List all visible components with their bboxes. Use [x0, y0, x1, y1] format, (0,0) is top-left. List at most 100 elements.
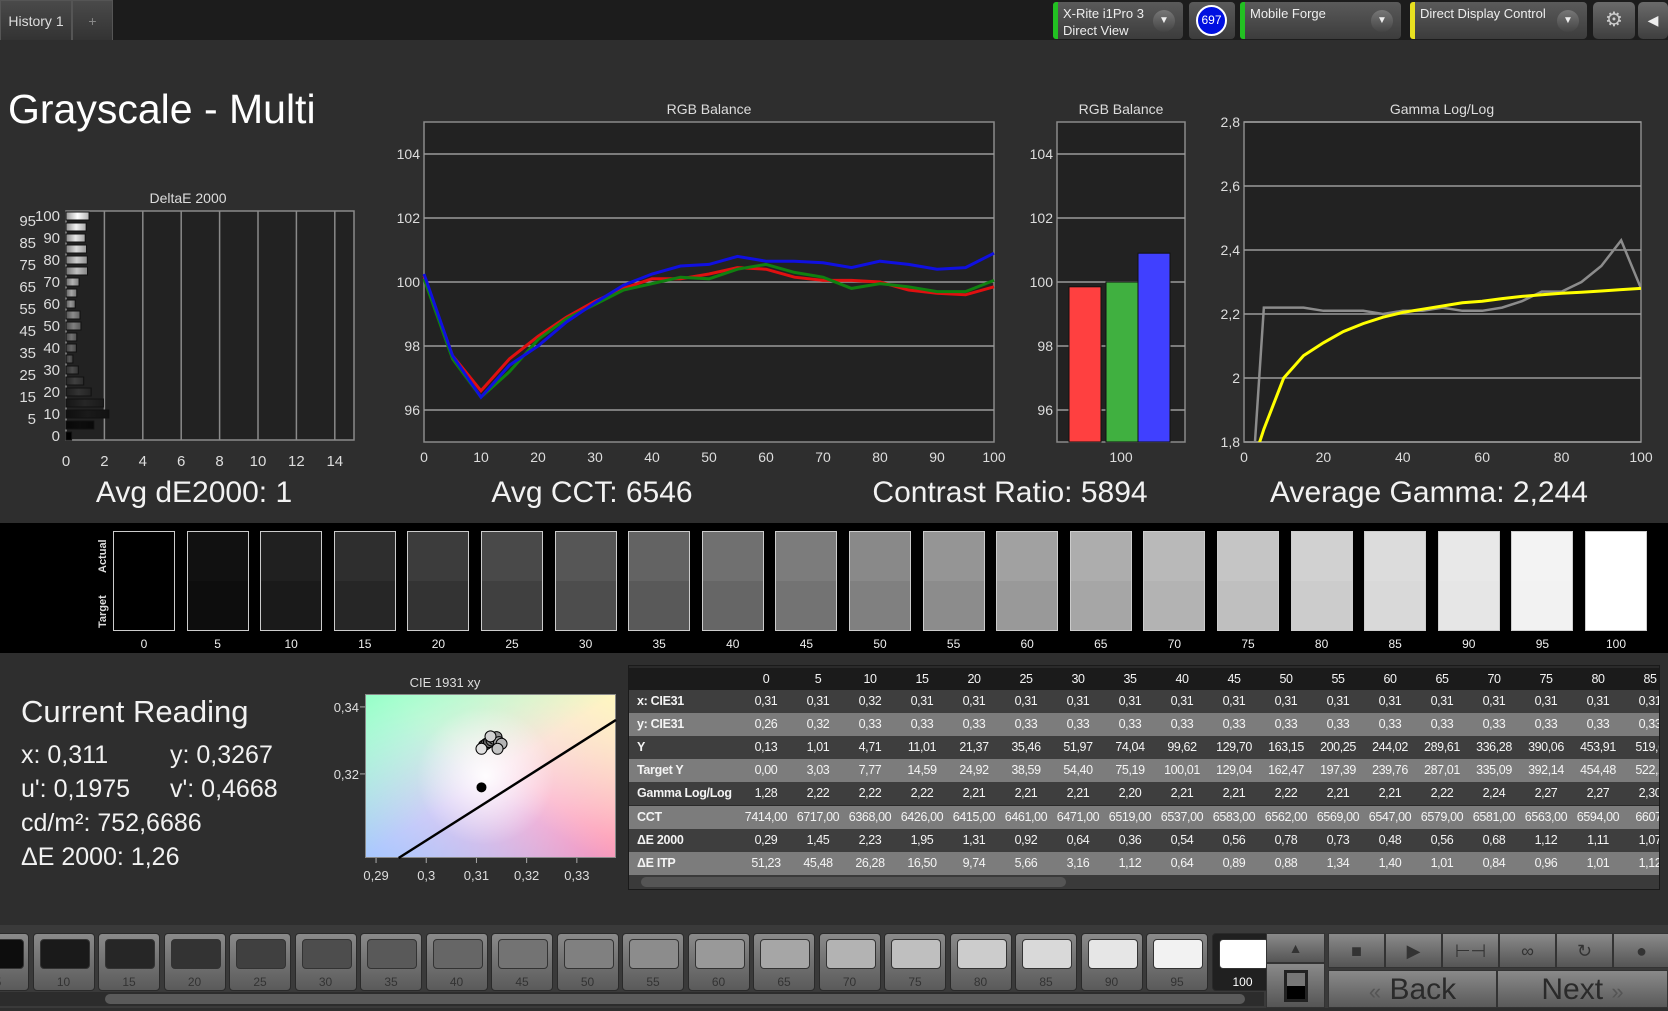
- target-swatch: [187, 581, 248, 630]
- chevron-down-icon[interactable]: ▼: [1153, 10, 1175, 32]
- patch-thumb-5[interactable]: 5: [0, 933, 29, 991]
- table-cell: 336,28: [1476, 740, 1512, 755]
- table-cell: 21,37: [959, 740, 989, 755]
- grayscale-patch: [1290, 531, 1353, 631]
- table-cell: 0,33: [1222, 717, 1246, 732]
- y-tick-label: 95: [19, 213, 36, 230]
- patch-thumb-35[interactable]: 35: [360, 933, 422, 991]
- patch-thumb-50[interactable]: 50: [556, 933, 619, 991]
- table-cell: 6537,00: [1160, 809, 1204, 824]
- y-tick-label: 60: [43, 296, 60, 313]
- table-cell: 6426,00: [900, 809, 944, 824]
- meter-status-stripe: [1053, 2, 1058, 39]
- table-cell: 0,32: [858, 694, 882, 708]
- scrollbar-thumb[interactable]: [641, 877, 1066, 887]
- actual-swatch: [334, 532, 395, 581]
- table-scrollbar[interactable]: [629, 875, 1659, 889]
- table-cell: 0,56: [1430, 832, 1454, 847]
- y-tick-label: 2: [1232, 370, 1240, 386]
- meter-badge: 697: [1196, 5, 1227, 36]
- chevron-down-icon[interactable]: ▼: [1371, 10, 1393, 32]
- patch-thumb-25[interactable]: 25: [229, 933, 291, 991]
- column-header: 60: [1383, 672, 1397, 686]
- patch-thumb-85[interactable]: 85: [1015, 933, 1077, 991]
- patch-label: 40: [726, 637, 740, 651]
- y-tick-label: 90: [43, 230, 60, 247]
- table-cell: 6415,00: [952, 809, 996, 824]
- x-tick-label: 0: [1240, 449, 1248, 465]
- patch-swatch: [432, 939, 483, 969]
- record-icon[interactable]: ●: [1613, 933, 1668, 968]
- chevron-down-icon[interactable]: ▼: [1557, 10, 1579, 32]
- meter-selector[interactable]: X-Rite i1Pro 3 Direct View ▼: [1053, 2, 1183, 39]
- target-swatch: [334, 581, 395, 630]
- display-control-selector[interactable]: Direct Display Control ▼: [1410, 2, 1587, 39]
- table-row: Target Y 0,00 3,03 7,77 14,59 24,92 38,59 54,40…: [629, 759, 1659, 783]
- grayscale-patch: [996, 531, 1059, 631]
- target-swatch: [629, 581, 690, 630]
- fit-icon[interactable]: ⊢⊣: [1442, 933, 1499, 968]
- patch-thumb-55[interactable]: 55: [622, 933, 684, 991]
- column-header: 85: [1643, 672, 1657, 686]
- patch-thumb-90[interactable]: 90: [1080, 933, 1143, 991]
- scrollbar-thumb[interactable]: [105, 994, 1245, 1004]
- patch-thumb-label: 5: [0, 975, 28, 989]
- target-swatch: [1365, 581, 1426, 630]
- patch-label: 15: [358, 637, 372, 651]
- x-tick-label: 0,3: [417, 868, 435, 883]
- next-button[interactable]: Next »: [1497, 970, 1668, 1008]
- x-tick-label: 20: [1316, 449, 1332, 465]
- patch-thumb-30[interactable]: 30: [294, 933, 357, 991]
- y-tick-label: 102: [397, 210, 421, 226]
- arrow-left-icon[interactable]: ◀: [1638, 2, 1668, 39]
- table-header: 0 5 10 15 20 25 30 35 40 45 50 55 60 65 70 75 80 85: [629, 668, 1659, 690]
- table-cell: 0,92: [1014, 832, 1038, 847]
- arrow-up-icon[interactable]: ▲: [1266, 933, 1325, 963]
- column-header: 80: [1591, 672, 1605, 686]
- add-tab-button[interactable]: +: [72, 0, 113, 40]
- rgb-balance-bar-chart: RGB Balance 96 98 100 102 104 100: [1030, 101, 1186, 465]
- patch-thumb-40[interactable]: 40: [425, 933, 488, 991]
- back-button[interactable]: « Back: [1328, 970, 1497, 1008]
- patch-thumb-65[interactable]: 65: [753, 933, 815, 991]
- patch-thumb-80[interactable]: 80: [949, 933, 1012, 991]
- measurement-point: [476, 782, 487, 793]
- patch-swatch: [236, 939, 286, 969]
- table-cell: 6563,00: [1524, 809, 1568, 824]
- table-cell: 519,6: [1635, 740, 1659, 755]
- actual-swatch: [1586, 532, 1646, 581]
- patch-thumb-60[interactable]: 60: [687, 933, 750, 991]
- table-cell: 0,31: [1534, 694, 1558, 708]
- measurement-point: [475, 742, 488, 755]
- patch-thumb-45[interactable]: 45: [491, 933, 553, 991]
- patch-thumb-15[interactable]: 15: [98, 933, 160, 991]
- grayscale-patch: [1143, 531, 1206, 631]
- tab-history-1[interactable]: History 1: [0, 0, 72, 40]
- patch-swatch: [1087, 939, 1138, 969]
- patch-thumb-70[interactable]: 70: [818, 933, 881, 991]
- target-swatch: [1586, 581, 1646, 630]
- patch-thumb-100[interactable]: 100: [1211, 933, 1274, 991]
- table-cell: 2,22: [1430, 786, 1454, 801]
- table-cell: 2,21: [962, 786, 986, 801]
- pattern-window-button[interactable]: [1266, 963, 1325, 1008]
- generator-selector[interactable]: Mobile Forge ▼: [1240, 2, 1401, 39]
- gear-icon[interactable]: ⚙: [1593, 2, 1635, 39]
- deltae-bar: [65, 409, 110, 419]
- actual-swatch: [850, 532, 910, 581]
- refresh-icon[interactable]: ↻: [1556, 933, 1613, 968]
- patch-thumb-label: 35: [384, 975, 398, 989]
- patch-label: 10: [284, 637, 298, 651]
- patch-thumb-95[interactable]: 95: [1146, 933, 1208, 991]
- stop-icon[interactable]: ■: [1328, 933, 1385, 968]
- loop-icon[interactable]: ∞: [1499, 933, 1556, 968]
- patch-thumb-75[interactable]: 75: [884, 933, 946, 991]
- patch-thumb-20[interactable]: 20: [163, 933, 226, 991]
- y-tick-label: 0,34: [334, 700, 359, 715]
- patch-thumb-10[interactable]: 10: [32, 933, 95, 991]
- patch-swatch: [0, 939, 24, 969]
- x-tick-label: 20: [530, 449, 546, 465]
- target-swatch: [482, 581, 542, 630]
- play-icon[interactable]: ▶: [1385, 933, 1442, 968]
- patch-scrollbar[interactable]: [0, 992, 1264, 1006]
